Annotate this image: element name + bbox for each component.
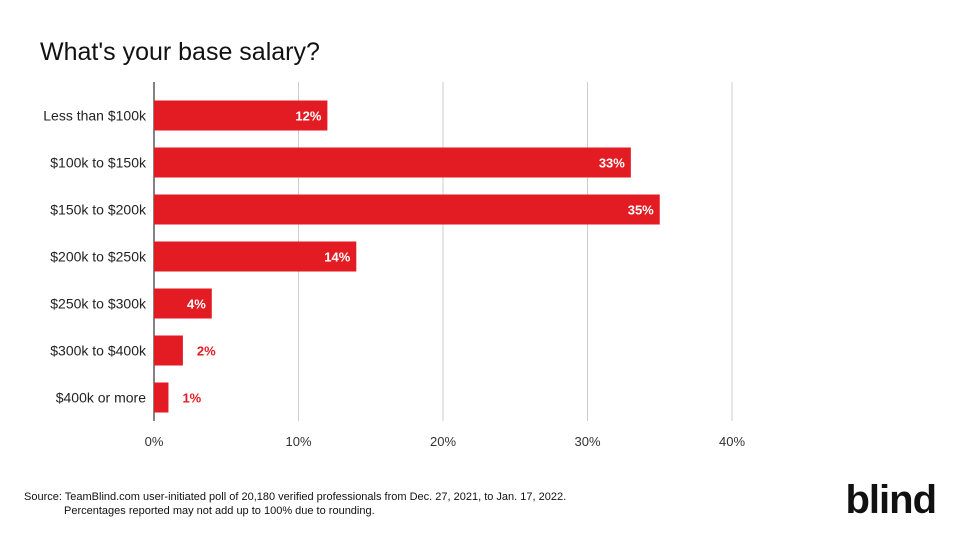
x-tick-label: 20% (430, 434, 456, 449)
bar (154, 288, 212, 319)
bar-chart: 12% 33% 35% 14% 4% 2% 1% Less than $100k $100k … (43, 82, 746, 449)
source-line-1: Source: TeamBlind.com user-initiated pol… (24, 491, 567, 503)
data-label: 4% (187, 297, 206, 312)
bars (154, 100, 660, 413)
category-label: $400k or more (56, 390, 146, 406)
data-label: 2% (197, 344, 216, 359)
category-label: $300k to $400k (50, 343, 147, 359)
data-label: 12% (295, 109, 321, 124)
bar (154, 241, 357, 272)
category-label: $200k to $250k (50, 249, 147, 265)
data-label: 14% (324, 250, 350, 265)
x-tick-label: 0% (145, 434, 164, 449)
data-labels: 12% 33% 35% 14% 4% 2% 1% (182, 109, 654, 406)
category-label: Less than $100k (43, 108, 147, 124)
bar (154, 147, 631, 178)
data-label: 33% (599, 156, 625, 171)
bar (154, 382, 169, 413)
bar (154, 335, 183, 366)
bar (154, 100, 328, 131)
x-tick-label: 40% (719, 434, 745, 449)
category-labels: Less than $100k $100k to $150k $150k to $2… (43, 108, 147, 406)
blind-logo: blind (845, 478, 937, 522)
category-label: $250k to $300k (50, 296, 147, 312)
data-label: 1% (182, 391, 201, 406)
data-label: 35% (628, 203, 654, 218)
chart-title: What's your base salary? (40, 38, 320, 66)
x-tick-labels: 0% 10% 20% 30% 40% (145, 434, 746, 449)
x-tick-label: 10% (285, 434, 311, 449)
x-tick-label: 30% (574, 434, 600, 449)
category-label: $150k to $200k (50, 202, 147, 218)
bar (154, 194, 660, 225)
source-line-2: Percentages reported may not add up to 1… (64, 505, 375, 517)
category-label: $100k to $150k (50, 155, 147, 171)
source-note: Source: TeamBlind.com user-initiated pol… (24, 490, 566, 518)
